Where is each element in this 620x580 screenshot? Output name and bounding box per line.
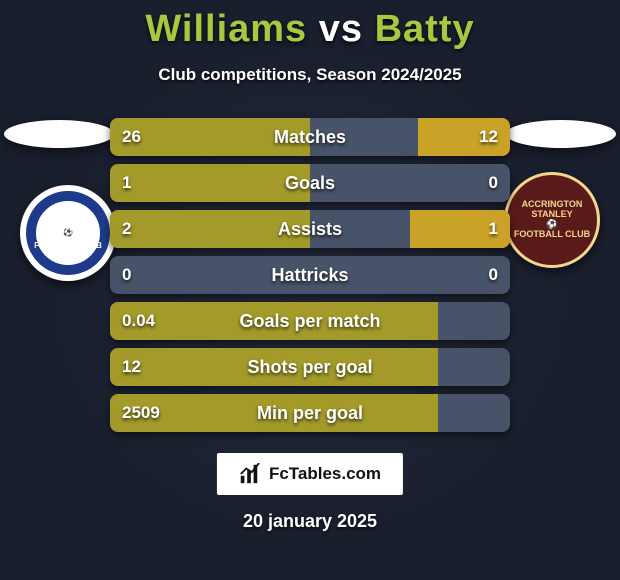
chart-icon: [239, 463, 261, 485]
stat-row: 0.04 Goals per match: [110, 302, 510, 340]
stat-row: 2 Assists 1: [110, 210, 510, 248]
stat-row: 12 Shots per goal: [110, 348, 510, 386]
branding-badge: FcTables.com: [217, 453, 403, 495]
stat-value-left: 0: [122, 265, 131, 285]
stat-row: 1 Goals 0: [110, 164, 510, 202]
stat-value-left: 1: [122, 173, 131, 193]
stat-value-left: 26: [122, 127, 141, 147]
player-spotlight-left: [4, 120, 114, 148]
stat-value-right: 0: [489, 265, 498, 285]
stat-label: Goals per match: [239, 311, 380, 332]
stat-value-right: 0: [489, 173, 498, 193]
stats-panel: 26 Matches 12 1 Goals 0 2 Assists 1 0 Hattricks 0 0.…: [110, 118, 510, 440]
stat-value-right: 12: [479, 127, 498, 147]
team-crest-left: ⚽ CREWEFOOTBALL CLUB: [20, 185, 116, 281]
title-left: Williams: [145, 8, 307, 50]
branding-text: FcTables.com: [269, 464, 381, 484]
page-title: Williams vs Batty: [0, 0, 620, 51]
stat-row: 2509 Min per goal: [110, 394, 510, 432]
footer-date: 20 january 2025: [0, 511, 620, 532]
stat-label: Assists: [278, 219, 342, 240]
team-crest-right: ACCRINGTONSTANLEY⚽FOOTBALL CLUB: [504, 172, 600, 268]
stat-label: Matches: [274, 127, 346, 148]
stat-value-left: 0.04: [122, 311, 155, 331]
stat-label: Hattricks: [271, 265, 348, 286]
subtitle: Club competitions, Season 2024/2025: [0, 65, 620, 85]
title-right: Batty: [375, 8, 475, 50]
stat-row: 0 Hattricks 0: [110, 256, 510, 294]
player-spotlight-right: [506, 120, 616, 148]
stat-label: Shots per goal: [247, 357, 372, 378]
stat-value-right: 1: [489, 219, 498, 239]
stat-label: Min per goal: [257, 403, 363, 424]
stat-bar-left: [110, 164, 310, 202]
stat-value-left: 2509: [122, 403, 160, 423]
stat-row: 26 Matches 12: [110, 118, 510, 156]
stat-value-left: 12: [122, 357, 141, 377]
stat-value-left: 2: [122, 219, 131, 239]
title-vs: vs: [319, 8, 363, 50]
stat-label: Goals: [285, 173, 335, 194]
